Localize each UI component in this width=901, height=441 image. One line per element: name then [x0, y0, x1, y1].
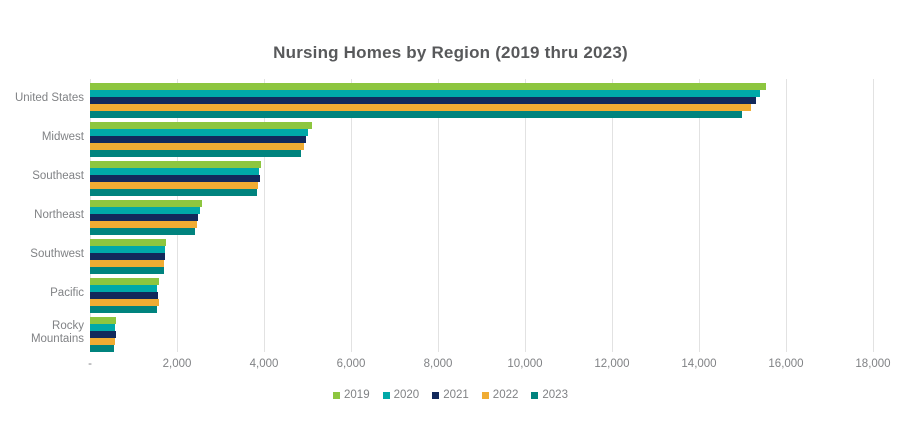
bar-northeast-2020: [90, 207, 201, 214]
legend-swatch-2021: [432, 391, 440, 399]
legend-swatch-2022: [481, 391, 489, 399]
bar-southeast-2020: [90, 168, 260, 175]
bar-northeast-2019: [90, 200, 202, 207]
bar-southeast-2021: [90, 175, 261, 182]
x-tick-label-2-000: 2,000: [162, 358, 192, 370]
category-row-united-states: [90, 79, 873, 118]
legend-label-2020: 2020: [393, 389, 420, 401]
gridline-18-000: [873, 79, 874, 352]
bar-northeast-2022: [90, 221, 197, 228]
x-tick-label-8-000: 8,000: [423, 358, 453, 370]
gridline-4-000: [264, 79, 265, 352]
bar-southwest-2020: [90, 246, 165, 253]
category-row-pacific: [90, 274, 873, 313]
legend-swatch-2019: [333, 391, 341, 399]
bar-united-states-2019: [90, 83, 767, 90]
category-row-rocky-mountains: [90, 313, 873, 352]
bar-midwest-2019: [90, 122, 312, 129]
gridline-6-000: [350, 79, 352, 352]
legend-item-2021: 2021: [432, 389, 469, 401]
legend-item-2023: 2023: [531, 389, 568, 401]
bar-northeast-2023: [90, 228, 196, 235]
bar-rows: [90, 79, 873, 352]
plot-area: [90, 79, 874, 352]
legend-label-2023: 2023: [542, 389, 568, 401]
bar-united-states-2023: [90, 111, 742, 118]
bar-pacific-2019: [90, 278, 160, 285]
bar-rocky-mountains-2021: [90, 331, 116, 338]
legend: 2019 2020 2021 2022 2023: [0, 389, 901, 401]
x-tick-label-4-000: 4,000: [249, 358, 279, 370]
legend-label-2022: 2022: [492, 389, 519, 401]
x-tick-label-12-000: 12,000: [594, 358, 630, 370]
gridline-12-000: [611, 79, 613, 352]
legend-item-2019: 2019: [333, 389, 370, 401]
y-axis-labels: United States Midwest Southeast Northeast So…: [0, 79, 84, 352]
legend-item-2022: 2022: [481, 389, 519, 401]
y-label-northeast: Northeast: [34, 209, 84, 221]
bar-united-states-2022: [90, 104, 751, 111]
y-label-rocky-mountains: Rocky Mountains: [30, 319, 84, 345]
y-label-midwest: Midwest: [41, 131, 84, 143]
bar-midwest-2021: [90, 136, 307, 143]
bar-rocky-mountains-2023: [90, 345, 114, 352]
bar-southwest-2019: [90, 239, 166, 246]
gridline-10-000: [525, 79, 526, 352]
category-row-northeast: [90, 196, 873, 235]
bar-midwest-2020: [90, 129, 309, 136]
bar-united-states-2020: [90, 90, 760, 97]
y-label-united-states: United States: [14, 92, 84, 104]
x-axis: - 2,000 4,000 6,000 8,000 10,000 12,000 14,000 1…: [88, 358, 891, 374]
x-tick-label-16-000: 16,000: [768, 358, 804, 370]
x-tick-label-6-000: 6,000: [336, 358, 366, 370]
category-row-southeast: [90, 157, 873, 196]
bar-southwest-2022: [90, 260, 165, 267]
y-label-southwest: Southwest: [30, 248, 84, 260]
bar-pacific-2020: [90, 285, 157, 292]
x-tick-label-14-000: 14,000: [681, 358, 717, 370]
gridline-16-000: [786, 79, 787, 352]
bar-united-states-2021: [90, 97, 756, 104]
category-row-southwest: [90, 235, 873, 274]
x-tick-label-10-000: 10,000: [507, 358, 543, 370]
legend-swatch-2023: [531, 391, 539, 399]
category-row-midwest: [90, 118, 873, 157]
y-label-southeast: Southeast: [32, 170, 84, 182]
bar-northeast-2021: [90, 214, 199, 221]
bar-southeast-2022: [90, 182, 259, 189]
bar-southwest-2021: [90, 253, 166, 260]
bar-midwest-2023: [90, 150, 301, 157]
bar-pacific-2023: [90, 306, 157, 313]
gridline-14-000: [699, 79, 700, 352]
bar-rocky-mountains-2022: [90, 338, 115, 345]
legend-item-2020: 2020: [382, 389, 420, 401]
bar-southwest-2023: [90, 267, 164, 274]
y-label-pacific: Pacific: [50, 287, 84, 299]
gridline-8-000: [438, 79, 439, 352]
x-tick-label-: -: [88, 358, 92, 370]
legend-label-2021: 2021: [443, 389, 469, 401]
bar-rocky-mountains-2020: [90, 324, 115, 331]
chart-title: Nursing Homes by Region (2019 thru 2023): [273, 43, 628, 62]
legend-label-2019: 2019: [344, 389, 370, 401]
bar-southeast-2023: [90, 189, 258, 196]
bar-rocky-mountains-2019: [90, 317, 117, 324]
bar-southeast-2019: [90, 161, 261, 168]
bar-midwest-2022: [90, 143, 304, 150]
x-tick-label-18-000: 18,000: [855, 358, 891, 370]
bar-pacific-2021: [90, 292, 158, 299]
bar-pacific-2022: [90, 299, 159, 306]
legend-swatch-2020: [382, 391, 390, 399]
